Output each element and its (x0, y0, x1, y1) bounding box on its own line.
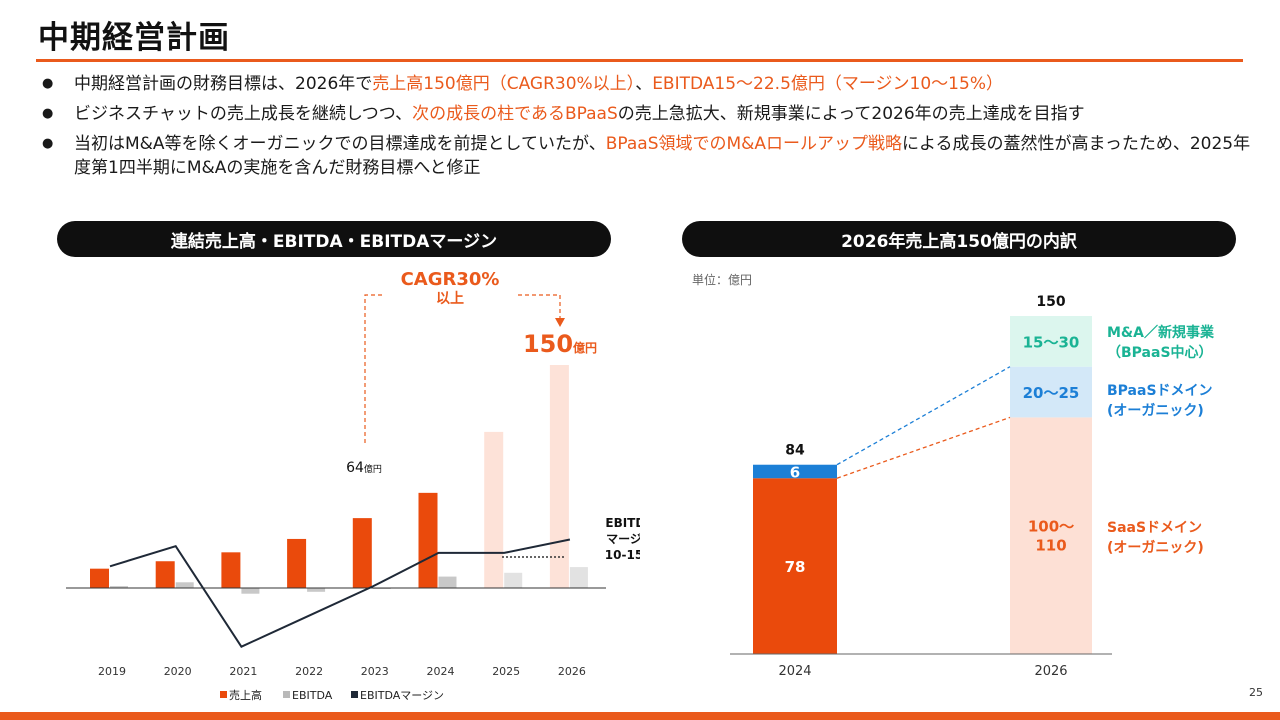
target-unit: 億円 (573, 340, 597, 355)
bullet-text-part: 中期経営計画の財務目標は、2026年で (74, 74, 373, 94)
segment-legend-label: BPaaSドメイン (1107, 383, 1213, 399)
segment-label: 78 (785, 558, 806, 576)
footer-bar (0, 712, 1280, 720)
bullet-text: 当初はM&A等を除くオーガニックでの目標達成を前提としていたが、BPaaS領域で… (74, 132, 1255, 180)
bullet-dot-icon: ● (42, 106, 54, 121)
highlight-text: BPaaS領域でのM&Aロールアップ戦略 (605, 134, 903, 154)
segment-label: 6 (790, 463, 800, 481)
legend-sales: 売上高 (229, 688, 262, 702)
segment-label: 100〜 (1028, 518, 1074, 536)
x-tick-label: 2022 (295, 665, 323, 678)
segment-legend-sub: （BPaaS中心） (1107, 344, 1213, 361)
margin-line (109, 538, 571, 648)
margin-annotation-2: マージン (606, 532, 640, 546)
x-tick-label: 2020 (164, 665, 192, 678)
unit-label: 単位：億円 (692, 272, 752, 287)
x-tick-label: 2023 (361, 665, 389, 678)
bullet-dot-icon: ● (42, 136, 54, 151)
margin-annotation-3: 10-15% (605, 548, 640, 562)
ebitda-bar (438, 576, 457, 588)
segment-label: 15〜30 (1023, 333, 1080, 351)
ebitda-bar (110, 586, 128, 588)
bullet-text-part: による成長の蓋然性が高まったため、2025年度第1四半期にM&Aの実施を含んだ財… (74, 134, 1251, 178)
cagr-bracket (364, 294, 382, 443)
value-64-unit: 億円 (364, 463, 382, 475)
bullet-item: ● 当初はM&A等を除くオーガニックでの目標達成を前提としていたが、BPaaS領域… (40, 132, 1255, 180)
x-tick-label: 2026 (558, 665, 586, 678)
segment-legend-label: SaaSドメイン (1107, 520, 1202, 536)
ebitda-bar (569, 567, 588, 588)
x-tick-label: 2024 (427, 665, 455, 678)
legend-swatch-margin (351, 691, 358, 698)
bullet-item: ● ビジネスチャットの売上成長を継続しつつ、次の成長の柱であるBPaaSの売上急拡… (40, 102, 1255, 126)
bullet-dot-icon: ● (42, 76, 54, 91)
cagr-label: CAGR30% (401, 269, 500, 290)
x-tick-label: 2026 (1034, 664, 1067, 679)
value-64: 64 (346, 460, 364, 476)
bpaas-connector (836, 366, 1011, 466)
sales-bar (90, 568, 109, 588)
saas-connector (836, 416, 1011, 479)
sales-bar (221, 552, 241, 588)
bullet-text: ビジネスチャットの売上成長を継続しつつ、次の成長の柱であるBPaaSの売上急拡大… (74, 102, 1255, 126)
left-panel-header: 連結売上高・EBITDA・EBITDAマージン (57, 221, 611, 257)
legend-swatch-sales (220, 691, 227, 698)
x-tick-label: 2021 (229, 665, 257, 678)
sales-bar (418, 492, 438, 588)
segment-label: 20〜25 (1023, 384, 1080, 402)
stack-segment (1010, 417, 1092, 654)
bullet-item: ● 中期経営計画の財務目標は、2026年で売上高150億円（CAGR30%以上）、… (40, 72, 1255, 96)
title-underline (36, 59, 1243, 62)
margin-annotation-1: EBITDA (605, 516, 640, 530)
cagr-label-sub: 以上 (436, 291, 464, 307)
sales-bar (155, 561, 175, 588)
right-chart: 単位：億円 786842024100〜11020〜2515〜301502026 … (692, 272, 1215, 679)
cagr-bracket-right (518, 294, 561, 320)
cagr-arrowhead (555, 318, 565, 327)
page-title: 中期経営計画 (38, 20, 230, 56)
legend-margin: EBITDAマージン (360, 689, 444, 702)
stack-segment (1010, 316, 1092, 367)
x-tick-label: 2024 (778, 664, 811, 679)
segment-legend-label: M&A／新規事業 (1107, 324, 1215, 341)
legend: 売上高 EBITDA EBITDAマージン (220, 688, 444, 702)
bullet-text: 中期経営計画の財務目標は、2026年で売上高150億円（CAGR30%以上）、E… (74, 72, 1255, 96)
ebitda-bar (175, 582, 194, 588)
highlight-text: 次の成長の柱であるBPaaS (412, 104, 618, 124)
ebitda-bar (504, 572, 523, 588)
bullet-list: ● 中期経営計画の財務目標は、2026年で売上高150億円（CAGR30%以上）、… (40, 72, 1255, 186)
sales-bar (287, 538, 307, 588)
target-value: 150 (523, 330, 573, 358)
x-tick-label: 2019 (98, 665, 126, 678)
x-tick-label: 2025 (492, 665, 520, 678)
bar-total-label: 84 (785, 443, 805, 459)
sales-bar (352, 518, 372, 588)
bullet-text-part: ビジネスチャットの売上成長を継続しつつ、 (74, 104, 413, 124)
segment-label: 110 (1035, 537, 1066, 555)
bullet-text-part: の売上急拡大、新規事業によって2026年の売上達成を目指す (617, 104, 1085, 124)
segment-legend-sub: (オーガニック) (1107, 403, 1204, 419)
right-panel-header: 2026年売上高150億円の内訳 (682, 221, 1236, 257)
highlight-text: 売上高150億円（CAGR30%以上） (372, 74, 636, 94)
highlight-text: EBITDA15〜22.5億円（マージン10〜15%） (652, 74, 1003, 94)
legend-ebitda: EBITDA (292, 689, 333, 702)
left-chart: 2019 2020 2021 2022 2023 2024 2025 2026 CAGR30%… (66, 269, 640, 702)
segment-legend-sub: (オーガニック) (1107, 540, 1204, 556)
target-label: 150億円 (523, 330, 597, 358)
stack-segment (1010, 366, 1092, 418)
ebitda-bar (307, 588, 326, 592)
ebitda-bar (241, 588, 260, 594)
sales-bar (549, 365, 569, 588)
value-64-label: 64億円 (346, 460, 382, 476)
stack-segment (753, 464, 837, 479)
bar-total-label: 150 (1036, 294, 1065, 310)
sales-bar (484, 431, 504, 588)
page-number: 25 (1249, 686, 1263, 699)
stack-segment (753, 478, 837, 654)
bullet-text-part: 、 (635, 74, 653, 94)
bullet-text-part: 当初はM&A等を除くオーガニックでの目標達成を前提としていたが、 (74, 134, 606, 154)
legend-swatch-ebitda (283, 691, 290, 698)
